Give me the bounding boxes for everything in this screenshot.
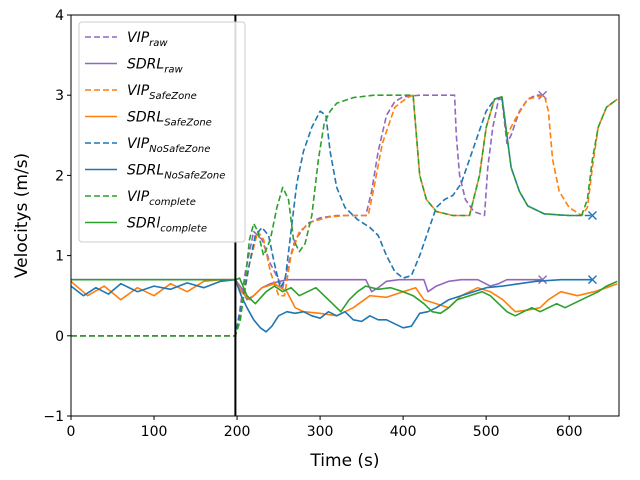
- legend-entry-subscript: SafeZone: [164, 118, 212, 129]
- x-tick-label: 0: [67, 424, 76, 440]
- y-axis-label: Velocitys (m/s): [12, 153, 32, 278]
- series-layer: [71, 90, 618, 337]
- plot-frame: [70, 14, 620, 417]
- legend-entry-base: SDRl: [127, 216, 160, 232]
- legend-box: [78, 21, 246, 243]
- series-line-vip-complete: [71, 94, 618, 337]
- legend-entry-subscript: complete: [149, 197, 196, 208]
- legend-entry-base: SDRL: [127, 57, 164, 73]
- series-end-marker: [587, 275, 597, 285]
- series-line-vip-safezone: [71, 94, 618, 337]
- x-tick-label: 200: [224, 424, 251, 440]
- x-tick-label: 100: [141, 424, 168, 440]
- legend-entry-base: SDRL: [127, 110, 164, 126]
- y-tick-label: 0: [55, 329, 64, 345]
- series-line-sdrl-nosafezone: [71, 278, 593, 333]
- legend-entry: VIPcomplete: [127, 189, 196, 208]
- legend-entry: SDRLNoSafeZone: [127, 163, 225, 182]
- legend-entry: SDRLSafeZone: [127, 110, 212, 129]
- legend-entry-subscript: raw: [149, 38, 168, 49]
- legend-entry-base: SDRL: [127, 163, 164, 179]
- legend-entry-subscript: NoSafeZone: [164, 171, 225, 182]
- legend-entry: VIPraw: [127, 30, 168, 49]
- legend-entry: SDRlcomplete: [127, 216, 207, 235]
- legend-entry-subscript: complete: [160, 224, 207, 235]
- legend-entry-subscript: NoSafeZone: [149, 144, 210, 155]
- x-tick-label: 500: [473, 424, 500, 440]
- legend-entry-base: VIP: [127, 83, 150, 99]
- y-tick-label: 1: [55, 249, 64, 265]
- legend-entry: VIPSafeZone: [127, 83, 197, 102]
- series-end-marker: [538, 275, 548, 285]
- x-axis-label: Time (s): [309, 451, 379, 471]
- series-end-marker: [587, 211, 597, 220]
- legend-entry-subscript: SafeZone: [149, 91, 197, 102]
- y-tick-label: 4: [55, 8, 64, 24]
- legend: VIPrawSDRLrawVIPSafeZoneSDRLSafeZoneVIPN…: [78, 21, 246, 243]
- x-tick-label: 600: [556, 424, 583, 440]
- x-tick-label: 300: [307, 424, 334, 440]
- series-line-vip-nosafezone: [71, 96, 593, 337]
- series-line-sdrl-safezone: [71, 278, 618, 317]
- x-tick-label: 400: [390, 424, 417, 440]
- legend-entry-base: VIP: [127, 30, 150, 46]
- series-line-sdrl-complete: [71, 277, 618, 317]
- legend-entry: SDRLraw: [127, 57, 183, 76]
- y-tick-label: 3: [55, 88, 64, 104]
- legend-entry-base: VIP: [127, 189, 150, 205]
- y-tick-label: 2: [55, 168, 64, 184]
- legend-entry-subscript: raw: [164, 65, 183, 76]
- legend-entry-base: VIP: [127, 136, 150, 152]
- legend-entry: VIPNoSafeZone: [127, 136, 210, 155]
- y-tick-label: −1: [43, 409, 64, 425]
